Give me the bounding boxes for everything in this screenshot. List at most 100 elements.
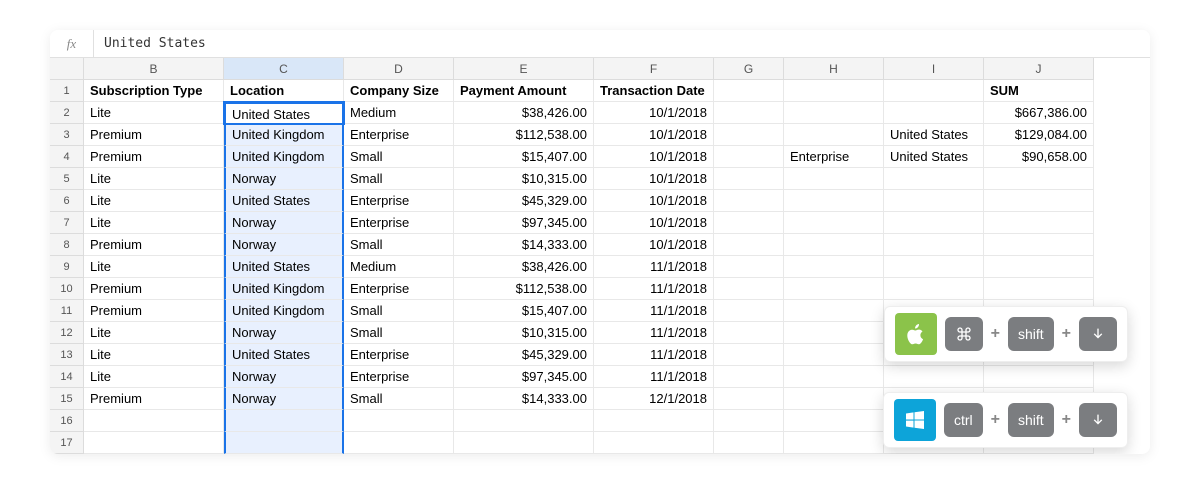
- cell[interactable]: Enterprise: [344, 344, 454, 366]
- cell[interactable]: Lite: [84, 322, 224, 344]
- table-header-cell[interactable]: Payment Amount: [454, 80, 594, 102]
- column-header-I[interactable]: I: [884, 58, 984, 80]
- cell[interactable]: 11/1/2018: [594, 278, 714, 300]
- cell[interactable]: [984, 366, 1094, 388]
- cell[interactable]: United Kingdom: [224, 124, 344, 146]
- cell[interactable]: [714, 124, 784, 146]
- cell[interactable]: [714, 366, 784, 388]
- row-header-4[interactable]: 4: [50, 146, 84, 168]
- cell[interactable]: $10,315.00: [454, 322, 594, 344]
- cell[interactable]: Medium: [344, 102, 454, 124]
- row-header-13[interactable]: 13: [50, 344, 84, 366]
- cell[interactable]: $15,407.00: [454, 146, 594, 168]
- cell[interactable]: [984, 278, 1094, 300]
- row-header-15[interactable]: 15: [50, 388, 84, 410]
- cell[interactable]: Small: [344, 146, 454, 168]
- cell[interactable]: 12/1/2018: [594, 388, 714, 410]
- cell[interactable]: [714, 300, 784, 322]
- cell[interactable]: 10/1/2018: [594, 124, 714, 146]
- cell[interactable]: [344, 410, 454, 432]
- cell[interactable]: $129,084.00: [984, 124, 1094, 146]
- cell[interactable]: Small: [344, 300, 454, 322]
- cell[interactable]: Norway: [224, 234, 344, 256]
- cell[interactable]: Lite: [84, 256, 224, 278]
- cell[interactable]: [784, 410, 884, 432]
- row-header-1[interactable]: 1: [50, 80, 84, 102]
- cell[interactable]: United States: [224, 344, 344, 366]
- cell[interactable]: [984, 190, 1094, 212]
- cell[interactable]: Enterprise: [344, 366, 454, 388]
- cell[interactable]: $15,407.00: [454, 300, 594, 322]
- cell[interactable]: [784, 168, 884, 190]
- cell[interactable]: 10/1/2018: [594, 102, 714, 124]
- cell[interactable]: Small: [344, 168, 454, 190]
- cell[interactable]: Enterprise: [344, 124, 454, 146]
- cell[interactable]: [714, 278, 784, 300]
- cell[interactable]: $14,333.00: [454, 388, 594, 410]
- cell[interactable]: [784, 300, 884, 322]
- cell[interactable]: Lite: [84, 344, 224, 366]
- cell[interactable]: 10/1/2018: [594, 212, 714, 234]
- cell[interactable]: Lite: [84, 190, 224, 212]
- cell[interactable]: $10,315.00: [454, 168, 594, 190]
- cell[interactable]: Norway: [224, 168, 344, 190]
- cell[interactable]: [784, 190, 884, 212]
- cell[interactable]: Small: [344, 388, 454, 410]
- column-header-B[interactable]: B: [84, 58, 224, 80]
- cell[interactable]: [784, 234, 884, 256]
- row-header-11[interactable]: 11: [50, 300, 84, 322]
- cell[interactable]: Norway: [224, 322, 344, 344]
- cell[interactable]: [884, 212, 984, 234]
- cell[interactable]: Lite: [84, 102, 224, 124]
- cell[interactable]: 10/1/2018: [594, 190, 714, 212]
- cell[interactable]: Enterprise: [784, 146, 884, 168]
- cell[interactable]: [84, 410, 224, 432]
- row-header-5[interactable]: 5: [50, 168, 84, 190]
- cell[interactable]: $112,538.00: [454, 124, 594, 146]
- cell[interactable]: Premium: [84, 234, 224, 256]
- cell[interactable]: 10/1/2018: [594, 234, 714, 256]
- cell[interactable]: [784, 388, 884, 410]
- cell[interactable]: 11/1/2018: [594, 344, 714, 366]
- cell[interactable]: [884, 190, 984, 212]
- cell[interactable]: [84, 432, 224, 454]
- cell[interactable]: [784, 256, 884, 278]
- cell[interactable]: [714, 256, 784, 278]
- cell[interactable]: [224, 432, 344, 454]
- cell[interactable]: [884, 366, 984, 388]
- cell[interactable]: Enterprise: [344, 190, 454, 212]
- cell[interactable]: United States: [224, 190, 344, 212]
- row-header-6[interactable]: 6: [50, 190, 84, 212]
- cell[interactable]: [784, 212, 884, 234]
- cell[interactable]: [714, 322, 784, 344]
- cell[interactable]: United Kingdom: [224, 146, 344, 168]
- cell[interactable]: United States: [224, 256, 344, 278]
- cell[interactable]: Norway: [224, 388, 344, 410]
- cell[interactable]: United States: [224, 102, 344, 124]
- cell[interactable]: United States: [884, 124, 984, 146]
- cell[interactable]: Premium: [84, 388, 224, 410]
- table-header-cell[interactable]: SUM: [984, 80, 1094, 102]
- cell[interactable]: 11/1/2018: [594, 256, 714, 278]
- cell[interactable]: [714, 168, 784, 190]
- cell[interactable]: [784, 432, 884, 454]
- table-header-cell[interactable]: [784, 80, 884, 102]
- cell[interactable]: [714, 102, 784, 124]
- cell[interactable]: [224, 410, 344, 432]
- cell[interactable]: [454, 432, 594, 454]
- cell[interactable]: Enterprise: [344, 212, 454, 234]
- cell[interactable]: Premium: [84, 278, 224, 300]
- table-header-cell[interactable]: Location: [224, 80, 344, 102]
- cell[interactable]: $45,329.00: [454, 190, 594, 212]
- cell[interactable]: [784, 322, 884, 344]
- row-header-8[interactable]: 8: [50, 234, 84, 256]
- cell[interactable]: 11/1/2018: [594, 322, 714, 344]
- cell[interactable]: $45,329.00: [454, 344, 594, 366]
- cell[interactable]: United Kingdom: [224, 300, 344, 322]
- cell[interactable]: [784, 366, 884, 388]
- cell[interactable]: [884, 168, 984, 190]
- cell[interactable]: Premium: [84, 124, 224, 146]
- row-header-16[interactable]: 16: [50, 410, 84, 432]
- cell[interactable]: [884, 278, 984, 300]
- cell[interactable]: [344, 432, 454, 454]
